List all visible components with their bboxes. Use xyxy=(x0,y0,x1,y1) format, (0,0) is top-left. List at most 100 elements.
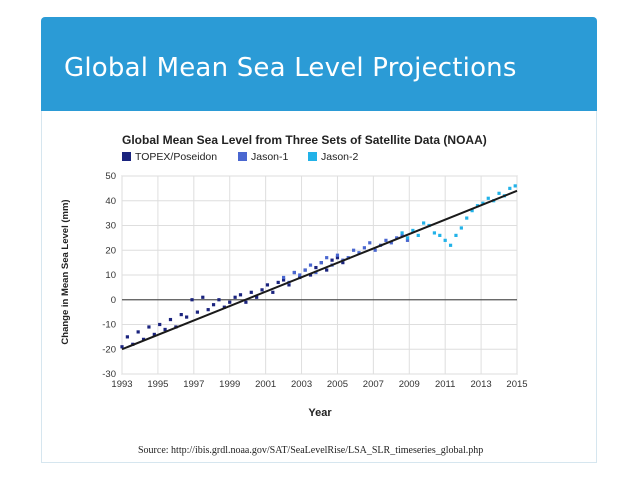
data-point xyxy=(405,236,410,240)
data-point xyxy=(422,221,426,225)
data-point xyxy=(362,246,366,250)
x-tick-label: 2003 xyxy=(291,379,312,390)
data-point xyxy=(481,201,485,205)
data-point xyxy=(389,241,393,245)
legend-swatch-jason2 xyxy=(308,152,317,161)
data-point xyxy=(341,261,345,265)
data-point xyxy=(125,335,129,339)
x-tick-label: 2005 xyxy=(327,379,348,390)
legend-label-jason2: Jason-2 xyxy=(321,151,359,163)
data-point xyxy=(411,228,415,233)
y-tick-label: 50 xyxy=(105,171,116,182)
data-point xyxy=(443,238,447,242)
chart-title: Global Mean Sea Level from Three Sets of… xyxy=(122,133,487,147)
y-axis-label: Change in Mean Sea Level (mm) xyxy=(60,199,71,344)
data-point xyxy=(292,270,296,275)
x-tick-label: 1999 xyxy=(219,379,240,390)
data-point xyxy=(400,233,404,237)
data-point xyxy=(298,273,302,277)
data-point xyxy=(335,253,340,257)
data-point xyxy=(400,231,404,235)
y-tick-label: 10 xyxy=(105,270,116,281)
data-point xyxy=(308,273,313,277)
data-point xyxy=(141,337,146,341)
data-point xyxy=(158,322,162,327)
data-point xyxy=(244,300,248,304)
legend-swatch-topex xyxy=(122,152,131,161)
data-point xyxy=(448,243,453,247)
chart-legend: TOPEX/Poseidon Jason-1 Jason-2 xyxy=(122,151,359,163)
trend-line xyxy=(121,189,518,351)
data-point xyxy=(325,268,329,272)
x-tick-label: 1997 xyxy=(183,379,204,390)
data-point xyxy=(233,295,237,299)
data-point xyxy=(497,191,501,195)
title-bar: Global Mean Sea Level Projections xyxy=(41,17,597,111)
x-tick-label: 2013 xyxy=(471,379,492,390)
data-point xyxy=(308,263,313,267)
data-point xyxy=(325,256,329,260)
chart-grid xyxy=(121,175,518,375)
x-tick-label: 2015 xyxy=(506,379,527,390)
data-point xyxy=(211,303,216,307)
y-tick-label: -30 xyxy=(102,369,116,380)
data-point xyxy=(190,298,194,302)
y-tick-label: 30 xyxy=(105,221,116,232)
data-point xyxy=(384,238,388,242)
data-point xyxy=(147,325,151,329)
trend-line-group xyxy=(121,189,518,351)
data-point xyxy=(249,290,253,294)
data-point xyxy=(416,233,420,237)
data-point xyxy=(179,313,183,317)
data-point xyxy=(508,186,512,190)
data-point xyxy=(281,278,286,282)
x-tick-label: 2001 xyxy=(255,379,276,390)
data-point xyxy=(276,280,280,285)
x-tick-label: 1995 xyxy=(147,379,168,390)
data-point xyxy=(454,233,458,237)
data-point xyxy=(185,315,189,319)
legend-swatch-jason1 xyxy=(238,152,247,161)
data-point xyxy=(265,283,270,287)
x-tick-label: 2011 xyxy=(435,379,455,390)
y-tick-label: 0 xyxy=(111,295,116,306)
data-point xyxy=(281,275,286,280)
data-point xyxy=(335,256,340,260)
data-point xyxy=(168,317,173,322)
data-point xyxy=(120,345,124,349)
data-point xyxy=(373,248,377,252)
y-tick-label: -10 xyxy=(102,320,116,331)
data-point xyxy=(459,226,463,230)
data-point xyxy=(319,261,323,265)
data-point xyxy=(287,283,291,287)
data-point xyxy=(405,238,410,242)
data-point xyxy=(217,298,221,302)
x-tick-label: 2007 xyxy=(363,379,384,390)
data-point xyxy=(136,330,140,334)
axis-ticks: 1993 1995 1997 1999 2001 2003 2005 2007 2009 2011… xyxy=(102,171,527,390)
data-point xyxy=(260,288,264,292)
x-tick-label: 1993 xyxy=(111,379,132,390)
data-point xyxy=(314,265,318,270)
content-frame xyxy=(41,111,597,463)
legend-label-topex: TOPEX/Poseidon xyxy=(135,151,217,163)
data-point xyxy=(255,295,259,299)
data-point xyxy=(228,300,232,304)
data-point xyxy=(395,236,399,240)
data-point xyxy=(303,268,307,272)
data-point xyxy=(330,258,334,262)
data-point xyxy=(357,251,361,255)
data-point xyxy=(513,184,517,188)
data-point xyxy=(163,327,167,332)
data-point xyxy=(352,248,356,252)
data-point xyxy=(201,295,205,299)
data-point xyxy=(271,290,275,294)
data-point xyxy=(432,231,437,235)
data-point xyxy=(206,308,210,312)
x-axis-label: Year xyxy=(308,407,332,419)
y-tick-label: 20 xyxy=(105,245,116,256)
data-point xyxy=(470,209,474,213)
y-tick-label: -20 xyxy=(102,344,116,355)
